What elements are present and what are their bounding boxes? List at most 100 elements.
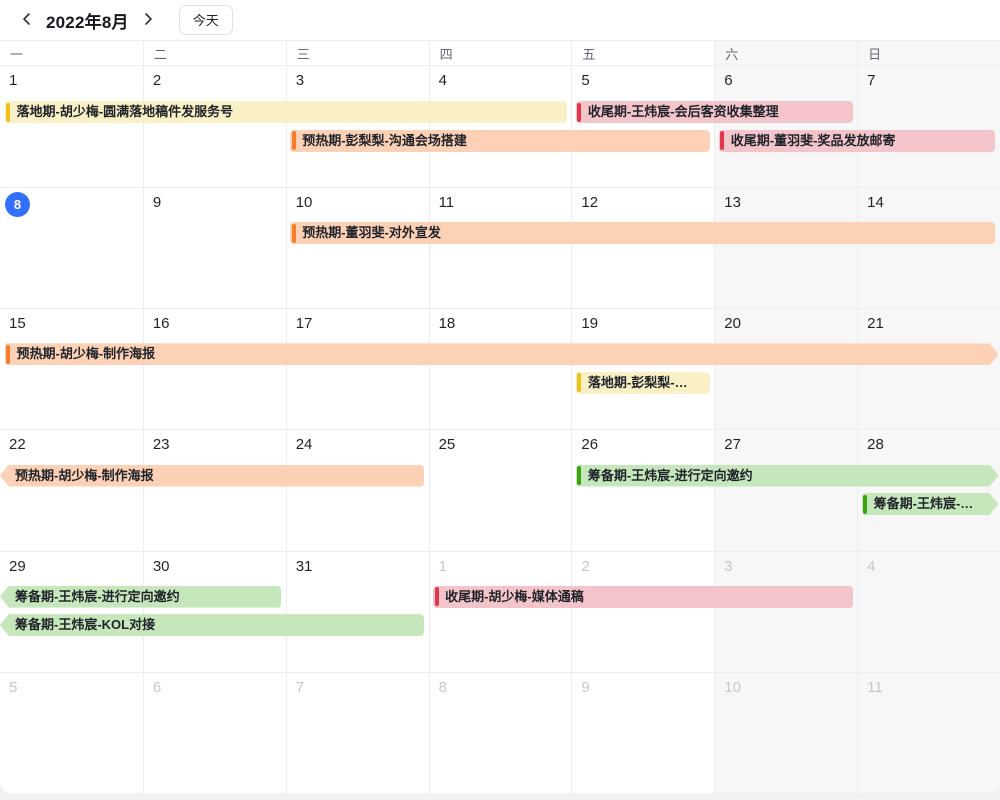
event-bar[interactable]: 筹备期-王炜宸-进行定向邀约 <box>0 585 282 608</box>
event-bar[interactable]: 收尾期-董羽斐-奖品发放邮寄 <box>718 129 996 152</box>
event-bar[interactable]: 预热期-胡少梅-制作海报 <box>0 464 425 487</box>
event-bar[interactable]: 预热期-董羽斐-对外宣发 <box>290 222 996 245</box>
event-bar[interactable]: 收尾期-王炜宸-会后客资收集整理 <box>575 101 853 123</box>
day-cell-10[interactable]: 10 <box>285 187 429 309</box>
event-bar[interactable]: 预热期-胡少梅-制作海报 <box>5 343 999 365</box>
day-number: 17 <box>295 315 313 333</box>
day-number: 23 <box>152 436 170 454</box>
day-cell-7[interactable]: 7 <box>857 66 1000 188</box>
event-label: 收尾期-董羽斐-奖品发放邮寄 <box>730 132 896 148</box>
day-number: 25 <box>438 436 456 454</box>
weekday-header-row: 一 二 三 四 五 六 日 <box>0 40 1000 66</box>
day-cell-1-next-month[interactable]: 1 <box>428 550 572 672</box>
day-cell-8-next-month[interactable]: 8 <box>428 671 572 793</box>
day-cell-22[interactable]: 22 <box>0 429 143 551</box>
day-cell-21[interactable]: 21 <box>857 308 1000 430</box>
day-cell-13[interactable]: 13 <box>714 187 858 309</box>
event-bar[interactable]: 筹备期-王炜宸-… <box>862 493 999 515</box>
day-cell-4[interactable]: 4 <box>428 66 572 188</box>
day-number: 4 <box>867 557 876 575</box>
event-bar[interactable]: 收尾期-胡少梅-媒体通稿 <box>433 585 853 608</box>
event-label: 落地期-胡少梅-圆满落地稿件发服务号 <box>16 104 234 119</box>
day-number: 18 <box>438 315 456 333</box>
day-cell-11-next-month[interactable]: 11 <box>857 671 1000 793</box>
event-bar[interactable]: 预热期-彭梨梨-沟通会场搭建 <box>290 129 710 152</box>
day-number: 30 <box>152 557 170 575</box>
day-cell-5-next-month[interactable]: 5 <box>0 671 143 793</box>
event-label: 预热期-董羽斐-对外宣发 <box>302 225 441 241</box>
day-cell-2[interactable]: 2 <box>142 66 286 188</box>
event-accent-bar <box>863 495 867 514</box>
day-number: 9 <box>152 194 162 212</box>
day-number: 2 <box>581 557 590 575</box>
day-cell-17[interactable]: 17 <box>285 308 429 430</box>
day-number: 8 <box>438 678 447 696</box>
next-month-button[interactable] <box>135 7 161 33</box>
event-bar[interactable]: 筹备期-王炜宸-KOL对接 <box>0 614 425 637</box>
day-cell-31[interactable]: 31 <box>285 550 429 672</box>
event-accent-bar <box>577 102 582 122</box>
day-cell-11[interactable]: 11 <box>428 187 572 309</box>
today-button[interactable]: 今天 <box>178 5 233 35</box>
event-accent-bar <box>6 345 10 364</box>
event-label: 收尾期-胡少梅-媒体通稿 <box>445 588 584 604</box>
day-number: 7 <box>295 678 305 696</box>
weekday-wed: 三 <box>285 41 429 65</box>
month-title: 2022年8月 <box>46 12 129 32</box>
day-cell-15[interactable]: 15 <box>0 308 143 430</box>
weekday-mon: 一 <box>10 46 24 62</box>
prev-month-button[interactable] <box>14 7 40 33</box>
day-number: 29 <box>9 557 26 575</box>
event-accent-bar <box>577 373 582 393</box>
day-number: 13 <box>724 194 741 212</box>
weekday-sun: 日 <box>857 41 1000 65</box>
day-cell-6[interactable]: 6 <box>714 66 858 188</box>
day-cell-18[interactable]: 18 <box>428 308 572 430</box>
today-badge: 8 <box>5 192 30 218</box>
day-cell-10-next-month[interactable]: 10 <box>714 671 858 793</box>
day-cell-5[interactable]: 5 <box>571 66 715 188</box>
day-cell-3[interactable]: 3 <box>285 66 429 188</box>
day-cell-6-next-month[interactable]: 6 <box>142 671 286 793</box>
day-cell-2-next-month[interactable]: 2 <box>571 550 715 672</box>
day-cell-25[interactable]: 25 <box>428 429 572 551</box>
weekday-thu: 四 <box>428 41 572 65</box>
day-cell-24[interactable]: 24 <box>285 429 429 551</box>
event-bar[interactable]: 落地期-胡少梅-圆满落地稿件发服务号 <box>4 101 567 123</box>
day-cell-1[interactable]: 1 <box>0 66 143 188</box>
event-label: 筹备期-王炜宸-进行定向邀约 <box>15 588 180 604</box>
day-cell-26[interactable]: 26 <box>571 429 715 551</box>
day-number: 11 <box>438 194 455 212</box>
day-cell-12[interactable]: 12 <box>571 187 715 309</box>
event-label: 预热期-胡少梅-制作海报 <box>16 346 156 362</box>
day-cell-27[interactable]: 27 <box>714 429 858 551</box>
event-bar[interactable]: 筹备期-王炜宸-进行定向邀约 <box>576 465 999 487</box>
day-number: 3 <box>295 72 305 89</box>
day-number: 31 <box>295 557 313 575</box>
day-number: 21 <box>867 315 884 333</box>
day-number: 1 <box>438 557 447 575</box>
event-accent-bar <box>434 587 439 607</box>
day-cell-29[interactable]: 29 <box>0 550 143 672</box>
day-cell-28[interactable]: 28 <box>857 429 1000 551</box>
weekday-sat: 六 <box>714 41 858 65</box>
day-number: 3 <box>724 557 733 575</box>
event-accent-bar <box>577 466 581 485</box>
weekday-fri: 五 <box>571 41 714 65</box>
day-cell-16[interactable]: 16 <box>142 308 286 430</box>
day-cell-9-next-month[interactable]: 9 <box>571 671 715 793</box>
day-cell-3-next-month[interactable]: 3 <box>714 550 858 672</box>
event-bar[interactable]: 落地期-彭梨梨-… <box>575 371 710 394</box>
event-accent-bar <box>291 223 296 243</box>
day-cell-30[interactable]: 30 <box>142 550 286 672</box>
day-cell-23[interactable]: 23 <box>142 429 286 551</box>
day-cell-20[interactable]: 20 <box>714 308 858 430</box>
day-cell-4-next-month[interactable]: 4 <box>857 550 1000 672</box>
day-cell-8[interactable]: 8 <box>0 187 143 309</box>
day-cell-14[interactable]: 14 <box>857 187 1000 309</box>
day-cell-7-next-month[interactable]: 7 <box>285 671 429 793</box>
day-cell-9[interactable]: 9 <box>142 187 286 309</box>
chevron-right-icon <box>141 12 155 29</box>
day-cell-19[interactable]: 19 <box>571 308 715 430</box>
event-accent-bar <box>291 131 296 150</box>
